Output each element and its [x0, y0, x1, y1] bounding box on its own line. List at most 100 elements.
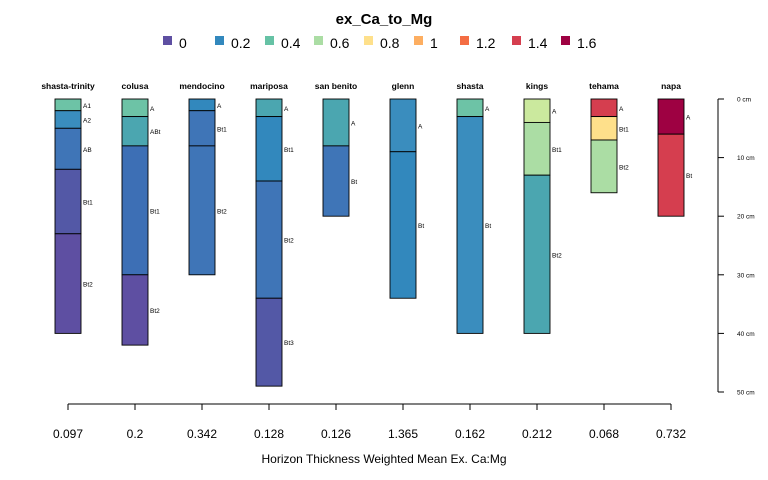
horizon-label: Bt2 — [217, 208, 227, 215]
horizon-label: A — [619, 106, 624, 113]
x-axis: 0.097 0.2 0.342 0.128 0.126 1.365 0.162 0.212 0.… — [53, 403, 686, 441]
horizon — [523, 174, 551, 334]
x-tick-label: 1.365 — [388, 427, 418, 441]
horizon — [590, 98, 618, 118]
horizon-label: Bt2 — [83, 282, 93, 289]
horizon-label: AB — [83, 147, 92, 154]
horizon-label: Bt2 — [552, 252, 562, 259]
horizon — [456, 98, 484, 118]
horizon-label: A — [418, 123, 423, 130]
horizon-label: A — [552, 109, 557, 116]
horizon-label: A — [485, 106, 490, 113]
horizon-label: Bt — [418, 223, 424, 230]
horizon — [121, 274, 149, 346]
horizon — [657, 133, 685, 217]
profile-name: colusa — [122, 81, 149, 91]
horizon-label: A2 — [83, 118, 91, 125]
depth-tick-label: 20 cm — [737, 214, 755, 221]
chart-title: ex_Ca_to_Mg — [336, 11, 433, 28]
horizon — [188, 110, 216, 147]
horizon — [54, 110, 82, 129]
horizon — [322, 145, 350, 217]
x-tick-label: 0.126 — [321, 427, 351, 441]
legend: 0 0.2 0.4 0.6 0.8 1 1.2 1.4 1.6 — [163, 35, 597, 51]
horizon-label: Bt2 — [284, 238, 294, 245]
depth-tick-label: 50 cm — [737, 390, 755, 397]
x-tick-label: 0.2 — [127, 427, 144, 441]
horizon — [54, 233, 82, 334]
legend-swatch — [512, 36, 521, 45]
legend-swatch — [460, 36, 469, 45]
horizon — [54, 168, 82, 235]
horizon-label: Bt — [485, 223, 491, 230]
horizon-label: Bt1 — [619, 126, 629, 133]
horizon — [188, 98, 216, 112]
horizon-label: A — [686, 115, 691, 122]
legend-swatch — [561, 36, 570, 45]
depth-tick-label: 40 cm — [737, 331, 755, 338]
legend-swatch — [414, 36, 423, 45]
legend-swatch — [215, 36, 224, 45]
horizon-label: A — [351, 120, 356, 127]
horizon-label: A — [284, 106, 289, 113]
horizon-label: A1 — [83, 103, 91, 110]
depth-axis: 0 cm 10 cm 20 cm 30 cm 40 cm 50 cm — [717, 97, 755, 397]
x-tick-label: 0.342 — [187, 427, 217, 441]
profile-name: shasta — [457, 81, 484, 91]
horizon — [523, 121, 551, 176]
horizon-label: Bt1 — [552, 147, 562, 154]
horizon — [590, 139, 618, 194]
legend-label: 0.2 — [231, 35, 251, 51]
depth-tick-label: 0 cm — [737, 97, 751, 104]
horizon — [456, 116, 484, 334]
horizon — [590, 116, 618, 141]
horizon — [121, 145, 149, 276]
x-axis-title: Horizon Thickness Weighted Mean Ex. Ca:M… — [262, 452, 507, 466]
legend-label: 0.8 — [380, 35, 400, 51]
legend-label: 0 — [179, 35, 187, 51]
horizon-label: Bt1 — [150, 208, 160, 215]
legend-label: 1.4 — [528, 35, 548, 51]
horizon — [523, 98, 551, 123]
horizon — [255, 98, 283, 118]
horizon — [121, 116, 149, 147]
horizon-label: A — [150, 106, 155, 113]
horizon — [255, 116, 283, 182]
x-tick-label: 0.097 — [53, 427, 83, 441]
horizon — [121, 98, 149, 118]
legend-label: 1 — [430, 35, 438, 51]
legend-swatch — [163, 36, 172, 45]
depth-tick-label: 30 cm — [737, 272, 755, 279]
horizon — [54, 98, 82, 112]
profile-name: mariposa — [250, 81, 288, 91]
x-tick-label: 0.162 — [455, 427, 485, 441]
horizon-label: Bt1 — [217, 126, 227, 133]
horizon-label: Bt1 — [284, 147, 294, 154]
horizon — [188, 145, 216, 276]
horizon — [657, 98, 685, 135]
horizon-label: Bt — [351, 179, 357, 186]
legend-label: 1.2 — [476, 35, 496, 51]
x-tick-label: 0.128 — [254, 427, 284, 441]
horizon-label: Bt — [686, 173, 692, 180]
horizon — [389, 151, 417, 299]
legend-label: 0.6 — [330, 35, 350, 51]
profile-name: san benito — [315, 81, 358, 91]
depth-tick-label: 10 cm — [737, 155, 755, 162]
legend-swatch — [265, 36, 274, 45]
horizon-label: Bt1 — [83, 200, 93, 207]
horizon — [255, 180, 283, 299]
horizon — [389, 98, 417, 153]
horizon-label: Bt3 — [284, 340, 294, 347]
legend-swatch — [364, 36, 373, 45]
horizon — [322, 98, 350, 147]
legend-label: 1.6 — [577, 35, 597, 51]
profile-name: glenn — [392, 81, 415, 91]
horizon-label: Bt2 — [619, 164, 629, 171]
horizon — [54, 127, 82, 170]
profile-name: shasta-trinity — [41, 81, 95, 91]
x-tick-label: 0.068 — [589, 427, 619, 441]
profile-name: napa — [661, 81, 681, 91]
legend-label: 0.4 — [281, 35, 301, 51]
horizon-label: Bt2 — [150, 308, 160, 315]
